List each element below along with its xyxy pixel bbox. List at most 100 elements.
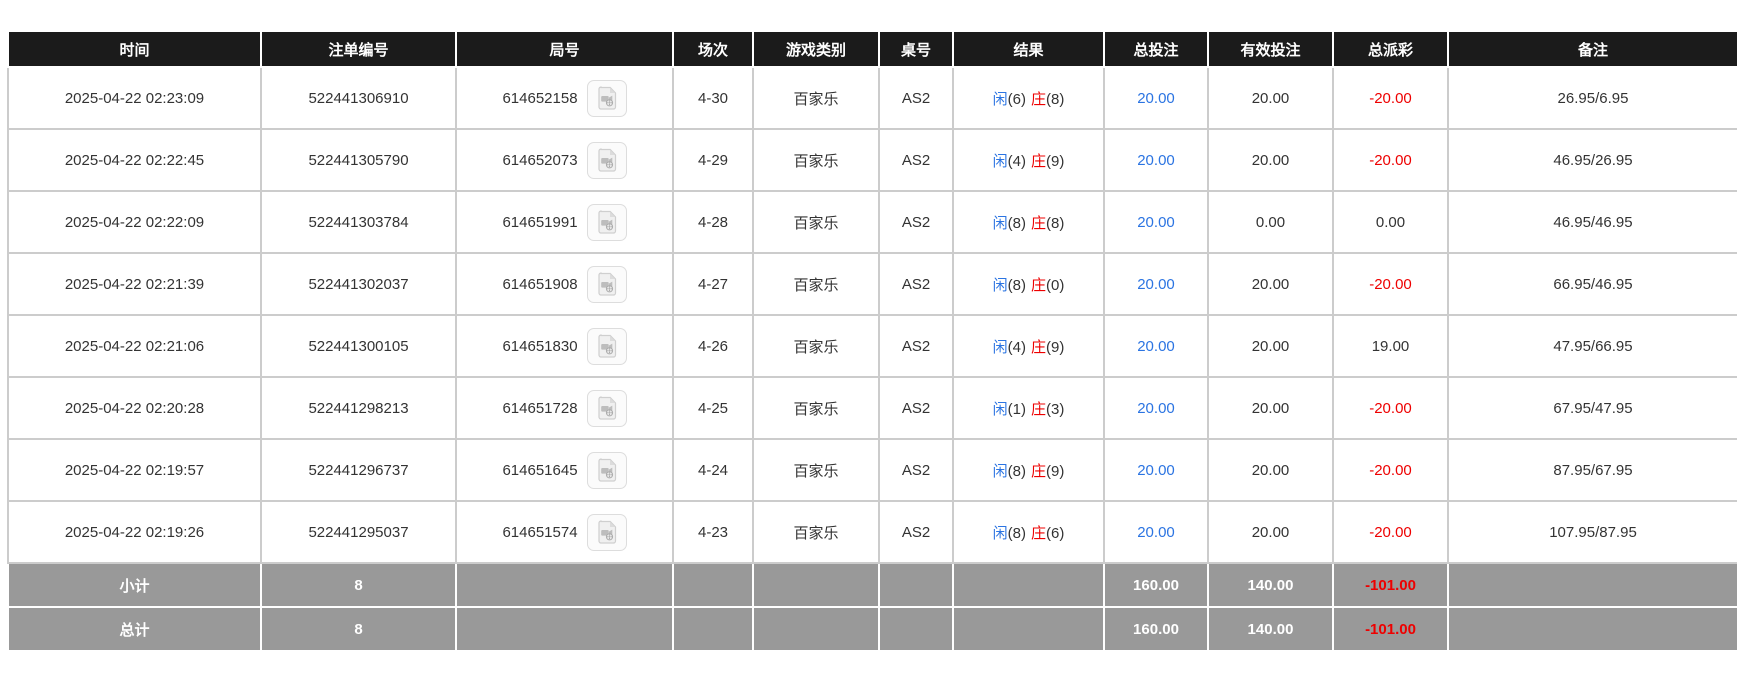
cell-total-bet[interactable]: 20.00 (1103, 190, 1209, 254)
round-number: 614652158 (502, 89, 578, 107)
header-row: 时间 注单编号 局号 场次 游戏类别 桌号 结果 总投注 有效投注 总派彩 备注 (7, 30, 1737, 68)
banker-label: 庄 (1031, 462, 1047, 480)
cell-round-no: 614652073 (455, 128, 674, 192)
table-row: 2025-04-22 02:19:26 522441295037 6146515… (7, 500, 1737, 564)
total-payout: -101.00 (1332, 606, 1449, 652)
cell-time: 2025-04-22 02:22:45 (7, 128, 262, 192)
player-score: (8) (1007, 524, 1026, 542)
video-replay-button[interactable] (586, 513, 627, 551)
round-number: 614651908 (502, 275, 578, 293)
col-header-payout: 总派彩 (1332, 30, 1449, 68)
total-total-bet: 160.00 (1103, 606, 1209, 652)
table-row: 2025-04-22 02:19:57 522441296737 6146516… (7, 438, 1737, 502)
round-number: 614651645 (502, 461, 578, 479)
video-replay-icon (595, 210, 619, 234)
cell-payout: -20.00 (1332, 252, 1449, 316)
banker-score: (9) (1046, 152, 1065, 170)
banker-score: (3) (1046, 400, 1065, 418)
subtotal-row: 小计 8 160.00 140.00 -101.00 (7, 562, 1737, 608)
cell-total-bet[interactable]: 20.00 (1103, 500, 1209, 564)
cell-game-type: 百家乐 (752, 376, 880, 440)
video-replay-button[interactable] (586, 451, 627, 489)
total-count: 8 (260, 606, 457, 652)
table-header: 时间 注单编号 局号 场次 游戏类别 桌号 结果 总投注 有效投注 总派彩 备注 (7, 30, 1737, 68)
cell-payout: 19.00 (1332, 314, 1449, 378)
cell-payout: -20.00 (1332, 500, 1449, 564)
cell-total-bet[interactable]: 20.00 (1103, 376, 1209, 440)
cell-round-no: 614651645 (455, 438, 674, 502)
cell-remark: 67.95/47.95 (1447, 376, 1737, 440)
player-label: 闲 (992, 90, 1008, 108)
cell-result: 闲(1) 庄(3) (952, 376, 1105, 440)
cell-time: 2025-04-22 02:19:26 (7, 500, 262, 564)
subtotal-payout: -101.00 (1332, 562, 1449, 608)
cell-session: 4-23 (672, 500, 754, 564)
cell-result: 闲(4) 庄(9) (952, 314, 1105, 378)
cell-total-bet[interactable]: 20.00 (1103, 314, 1209, 378)
banker-label: 庄 (1031, 90, 1047, 108)
col-header-result: 结果 (952, 30, 1105, 68)
cell-valid-bet: 20.00 (1207, 314, 1334, 378)
subtotal-empty-table (878, 562, 954, 608)
col-header-round-no: 局号 (455, 30, 674, 68)
cell-time: 2025-04-22 02:22:09 (7, 190, 262, 254)
cell-bet-id: 522441298213 (260, 376, 457, 440)
total-empty-table (878, 606, 954, 652)
video-replay-icon (595, 334, 619, 358)
col-header-time: 时间 (7, 30, 262, 68)
player-score: (8) (1007, 214, 1026, 232)
video-replay-button[interactable] (586, 141, 627, 179)
cell-total-bet[interactable]: 20.00 (1103, 128, 1209, 192)
banker-score: (8) (1046, 90, 1065, 108)
video-replay-icon (595, 272, 619, 296)
banker-label: 庄 (1031, 400, 1047, 418)
cell-result: 闲(6) 庄(8) (952, 66, 1105, 130)
subtotal-empty-session (672, 562, 754, 608)
video-replay-button[interactable] (586, 79, 627, 117)
cell-total-bet[interactable]: 20.00 (1103, 438, 1209, 502)
cell-payout: -20.00 (1332, 128, 1449, 192)
player-label: 闲 (992, 338, 1008, 356)
table-row: 2025-04-22 02:20:28 522441298213 6146517… (7, 376, 1737, 440)
cell-bet-id: 522441305790 (260, 128, 457, 192)
cell-time: 2025-04-22 02:21:39 (7, 252, 262, 316)
video-replay-button[interactable] (586, 203, 627, 241)
total-row: 总计 8 160.00 140.00 -101.00 (7, 606, 1737, 652)
cell-game-type: 百家乐 (752, 128, 880, 192)
col-header-game-type: 游戏类别 (752, 30, 880, 68)
video-replay-button[interactable] (586, 389, 627, 427)
cell-result: 闲(8) 庄(0) (952, 252, 1105, 316)
video-replay-button[interactable] (586, 265, 627, 303)
cell-round-no: 614651908 (455, 252, 674, 316)
round-number: 614651830 (502, 337, 578, 355)
cell-total-bet[interactable]: 20.00 (1103, 66, 1209, 130)
banker-label: 庄 (1031, 524, 1047, 542)
cell-session: 4-29 (672, 128, 754, 192)
cell-valid-bet: 20.00 (1207, 252, 1334, 316)
cell-remark: 46.95/46.95 (1447, 190, 1737, 254)
total-valid-bet: 140.00 (1207, 606, 1334, 652)
cell-game-type: 百家乐 (752, 66, 880, 130)
video-replay-button[interactable] (586, 327, 627, 365)
player-label: 闲 (992, 276, 1008, 294)
cell-bet-id: 522441300105 (260, 314, 457, 378)
cell-total-bet[interactable]: 20.00 (1103, 252, 1209, 316)
cell-bet-id: 522441306910 (260, 66, 457, 130)
cell-valid-bet: 20.00 (1207, 128, 1334, 192)
bet-records-table: 时间 注单编号 局号 场次 游戏类别 桌号 结果 总投注 有效投注 总派彩 备注… (7, 30, 1737, 652)
cell-bet-id: 522441296737 (260, 438, 457, 502)
total-empty-session (672, 606, 754, 652)
cell-table-no: AS2 (878, 500, 954, 564)
banker-score: (6) (1046, 524, 1065, 542)
cell-remark: 107.95/87.95 (1447, 500, 1737, 564)
cell-table-no: AS2 (878, 376, 954, 440)
cell-game-type: 百家乐 (752, 314, 880, 378)
total-empty-result (952, 606, 1105, 652)
total-empty-round (455, 606, 674, 652)
player-label: 闲 (992, 400, 1008, 418)
col-header-bet-id: 注单编号 (260, 30, 457, 68)
cell-round-no: 614651991 (455, 190, 674, 254)
banker-score: (8) (1046, 214, 1065, 232)
cell-valid-bet: 20.00 (1207, 376, 1334, 440)
cell-table-no: AS2 (878, 314, 954, 378)
